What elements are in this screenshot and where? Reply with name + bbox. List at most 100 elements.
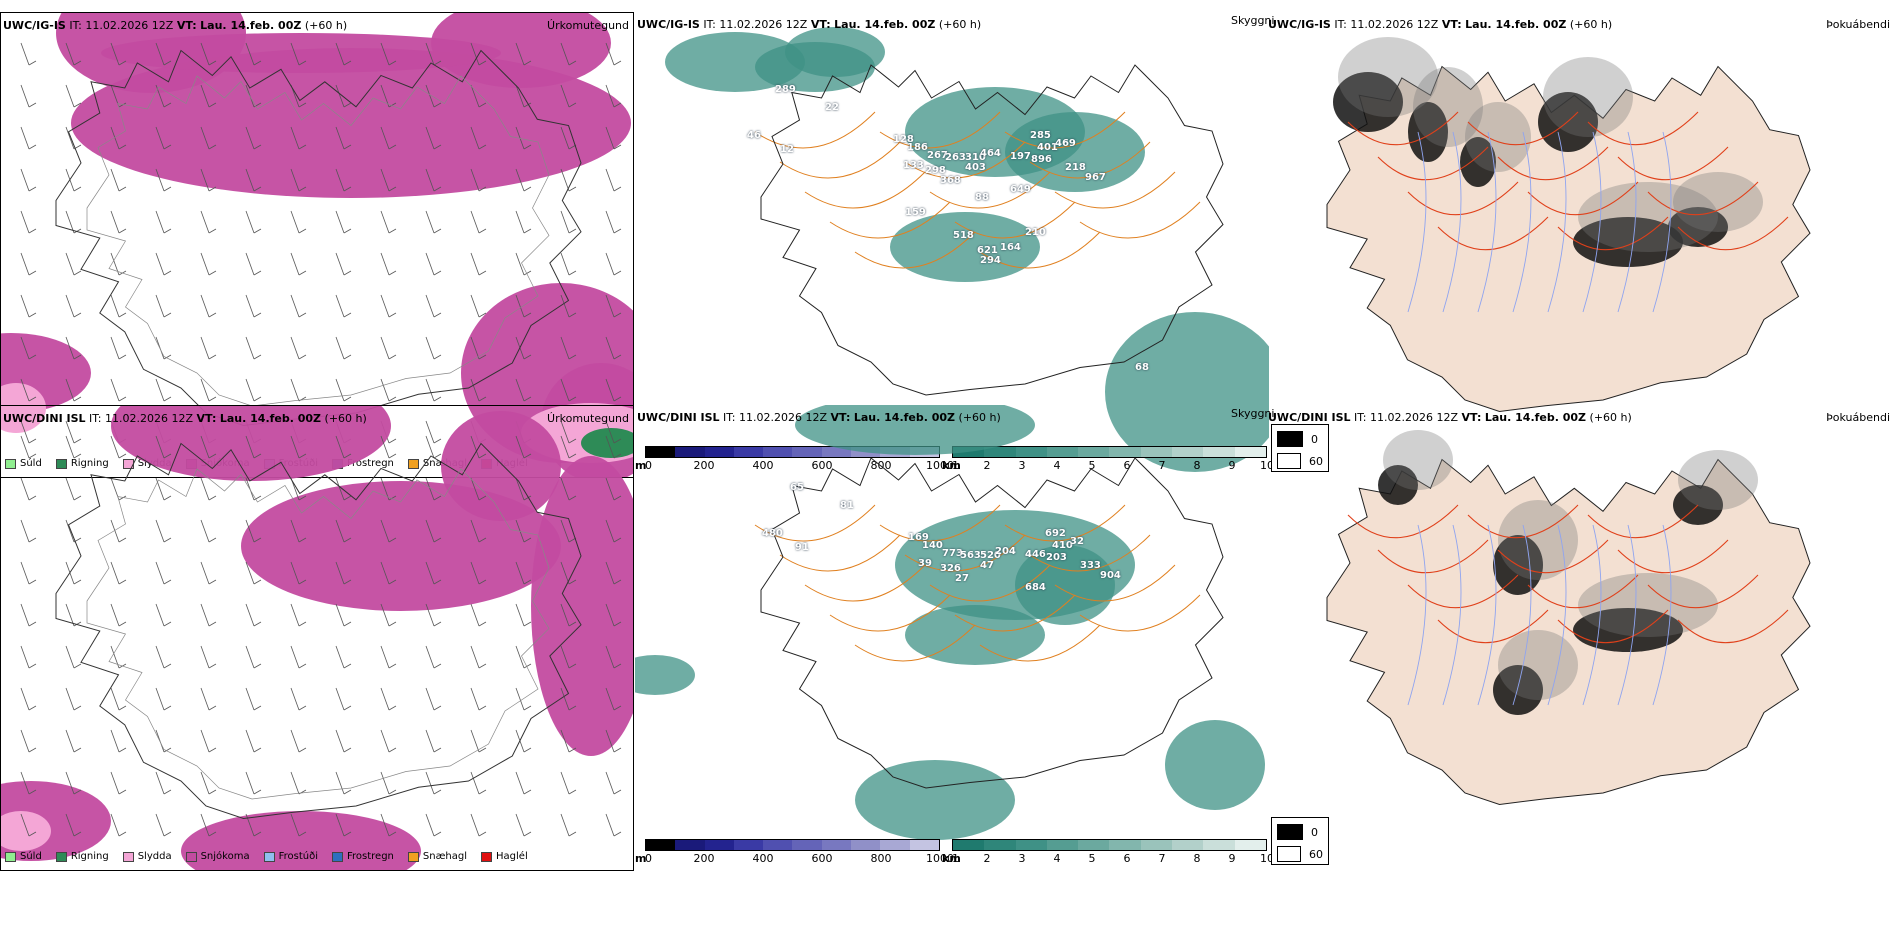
cloud-base-value: 203 xyxy=(1046,552,1067,563)
legend-swatch xyxy=(5,458,16,469)
cloud-base-value: 210 xyxy=(1025,227,1046,238)
cloud-base-value: 27 xyxy=(955,573,969,584)
precip-type-map xyxy=(1,406,633,870)
cloud-base-value: 218 xyxy=(1065,162,1086,173)
colorbar-tick: 4 xyxy=(1053,459,1061,472)
fog-panel: UWC/IG-IS IT: 11.02.2026 12Z VT: Lau. 14… xyxy=(1268,12,1900,478)
cloud-base-value: 298 xyxy=(925,165,946,176)
panel-title: Úrkomutegund xyxy=(547,19,629,32)
cloud-base-value: 12 xyxy=(780,144,794,155)
colorbar-tick: 8 xyxy=(1193,852,1201,865)
cloud-base-value: 446 xyxy=(1025,549,1046,560)
legend-item: Snjókoma xyxy=(185,851,250,862)
legend-label: Rigning xyxy=(70,851,109,862)
legend-swatch xyxy=(407,851,419,862)
colorbar-tick: 800 xyxy=(870,852,892,865)
snow-area xyxy=(101,33,501,73)
cloud-visibility-panel: 289 46 12 22 128 186 267 263 310 464 197 285 401 896 4… xyxy=(635,12,1274,478)
cloud-base-value: 186 xyxy=(907,142,928,153)
cloud-base-value: 289 xyxy=(775,84,796,95)
cloud-base-value: 469 xyxy=(1055,138,1076,149)
colorbar-tick: 5 xyxy=(1088,852,1096,865)
legend-swatch xyxy=(185,851,197,862)
visibility-colorbar: 1 2 3 4 5 6 7 8 9 10 km xyxy=(942,446,1274,472)
fog-legend-label: 0 xyxy=(1311,432,1318,446)
colorbar-tick: 3 xyxy=(1018,459,1026,472)
colorbar-tick: 4 xyxy=(1053,852,1061,865)
cloud-base-value: 169 xyxy=(908,532,929,543)
legend-label: Slydda xyxy=(137,851,172,862)
fog-legend: 0 60 xyxy=(1271,424,1329,472)
cloud-base-value: 401 xyxy=(1037,142,1058,153)
cloud-base-value: 263 xyxy=(945,152,966,163)
legend-item: Frostregn xyxy=(332,851,394,862)
cloud-visibility-map xyxy=(665,27,1269,472)
cloud-base-value: 267 xyxy=(927,150,948,161)
colorbar-tick: 8 xyxy=(1193,459,1201,472)
legend-label: Snjókoma xyxy=(200,851,250,862)
legend-swatch xyxy=(263,851,275,862)
colorbar-unit: km xyxy=(942,852,961,865)
cloud-base-value: 464 xyxy=(980,148,1001,159)
cloud-base-value: 39 xyxy=(918,558,932,569)
colorbar-tick: 3 xyxy=(1018,852,1026,865)
colorbar-tick: 10 xyxy=(1260,852,1274,865)
colorbar-tick: 2 xyxy=(983,852,991,865)
cloud-base-value: 773 xyxy=(942,548,963,559)
legend-label: Rigning xyxy=(70,458,109,469)
legend-item: Haglél xyxy=(481,851,528,862)
cloud-base-value: 692 xyxy=(1045,528,1066,539)
snow-area xyxy=(181,811,421,870)
fog-legend-label: 60 xyxy=(1309,454,1323,468)
colorbar-tick: 7 xyxy=(1158,459,1166,472)
cloud-base-value: 159 xyxy=(905,207,926,218)
cloud-base-value: 81 xyxy=(840,500,854,511)
colorbar-unit: km xyxy=(942,459,961,472)
colorbar-tick: 1000 xyxy=(926,852,954,865)
cloud-base-colorbar: 0 200 400 600 800 1000 m xyxy=(635,446,954,472)
colorbar-tick: 7 xyxy=(1158,852,1166,865)
legend-label: Frostregn xyxy=(347,851,394,862)
cloud-visibility-panel: 65 480 91 81 169 140 773 563 520 204 446 692 410 203 3… xyxy=(635,405,1274,871)
cloud-base-value: 904 xyxy=(1100,570,1121,581)
cloud-base-value: 164 xyxy=(1000,242,1021,253)
cloud-base-value: 333 xyxy=(1080,560,1101,571)
legend-swatch xyxy=(5,851,16,862)
snow-area xyxy=(71,48,631,198)
fog-map xyxy=(1326,37,1811,413)
colorbar-tick: 400 xyxy=(752,459,774,472)
fog-legend-swatch xyxy=(1277,824,1303,840)
cloud-base-value: 684 xyxy=(1025,582,1046,593)
panel-title: Skyggni xyxy=(1231,407,1275,420)
precip-legend: Súld Rigning Slydda Snjókoma Frostúði Frostre… xyxy=(5,851,528,862)
legend-swatch xyxy=(407,458,419,469)
fog-map xyxy=(1326,430,1811,806)
fog-legend-swatch xyxy=(1277,431,1303,447)
legend-label: Frostúði xyxy=(278,851,318,862)
colorbar-unit: m xyxy=(635,459,647,472)
colorbar-tick: 6 xyxy=(1123,852,1131,865)
cloud-base-value: 310 xyxy=(965,152,986,163)
panel-title: Þokuábendi xyxy=(1826,411,1890,424)
panel-title: Úrkomutegund xyxy=(547,412,629,425)
legend-item: Slydda xyxy=(122,851,172,862)
panel-header: UWC/IG-IS IT: 11.02.2026 12Z VT: Lau. 14… xyxy=(3,19,348,32)
cloud-base-value: 294 xyxy=(980,255,1001,266)
panel-header: UWC/IG-IS IT: 11.02.2026 12Z VT: Lau. 14… xyxy=(1268,18,1613,31)
colorbar-tick: 6 xyxy=(1123,459,1131,472)
snow-area xyxy=(441,411,561,521)
legend-swatch xyxy=(55,458,67,469)
cloud-base-value: 47 xyxy=(980,560,994,571)
cloud-base-value: 22 xyxy=(825,102,839,113)
cloud-base-value: 133 xyxy=(903,160,924,171)
legend-item: Snæhagl xyxy=(407,851,467,862)
cloud-base-value: 621 xyxy=(977,245,998,256)
cloud-base-value: 68 xyxy=(1135,362,1149,373)
visibility-colorbar: 1 2 3 4 5 6 7 8 9 10 km xyxy=(942,839,1274,865)
colorbar-unit: m xyxy=(635,852,647,865)
legend-item: Súld xyxy=(5,851,42,862)
fog-legend-item: 0 xyxy=(1277,824,1323,840)
colorbar-tick: 1000 xyxy=(926,459,954,472)
panel-header: UWC/DINI ISL IT: 11.02.2026 12Z VT: Lau.… xyxy=(1268,411,1632,424)
colorbar-tick: 10 xyxy=(1260,459,1274,472)
